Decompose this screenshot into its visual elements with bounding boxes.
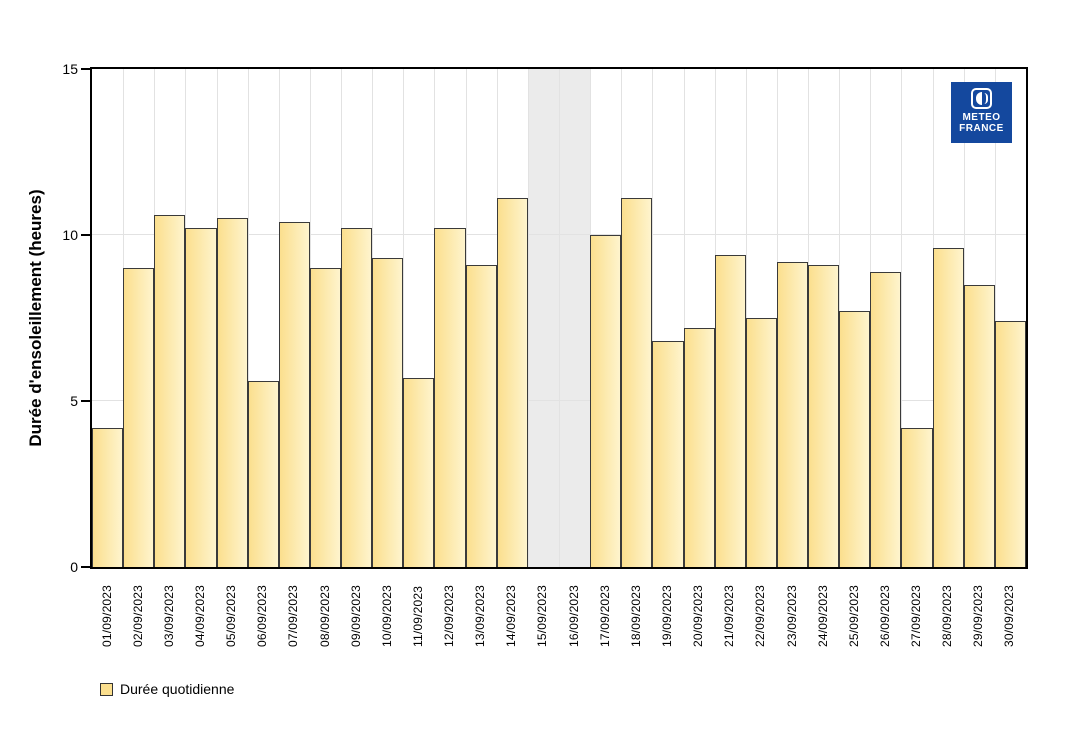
x-tick-label-11/09/2023: 11/09/2023 [410,585,425,647]
bar-04/09/2023 [185,228,217,567]
grid-line-vertical [652,69,654,567]
bar-06/09/2023 [247,381,279,567]
x-tick-label-25/09/2023: 25/09/2023 [846,584,861,647]
bar-10/09/2023 [372,258,404,567]
x-tick-label-20/09/2023: 20/09/2023 [691,584,706,647]
grid-line-vertical [559,69,560,567]
bar-29/09/2023 [963,284,995,567]
x-tick-label-15/09/2023: 15/09/2023 [535,584,550,647]
x-tick-label-23/09/2023: 23/09/2023 [784,584,799,647]
x-tick-label-29/09/2023: 29/09/2023 [971,584,986,647]
y-tick-label-0: 0 [70,559,78,575]
x-tick-label-21/09/2023: 21/09/2023 [722,584,737,647]
x-tick-label-14/09/2023: 14/09/2023 [504,584,519,647]
x-tick-label-13/09/2023: 13/09/2023 [473,584,488,647]
x-tick-label-17/09/2023: 17/09/2023 [597,584,612,647]
plot-area [90,67,1028,569]
x-tick-label-05/09/2023: 05/09/2023 [224,584,239,647]
x-tick-label-08/09/2023: 08/09/2023 [317,584,332,647]
x-tick-label-03/09/2023: 03/09/2023 [161,584,176,647]
x-tick-label-18/09/2023: 18/09/2023 [628,584,643,647]
bar-27/09/2023 [901,427,933,567]
x-tick-label-16/09/2023: 16/09/2023 [566,584,581,647]
bar-21/09/2023 [714,254,746,567]
bar-12/09/2023 [434,228,466,567]
bar-28/09/2023 [932,248,964,567]
x-tick-label-07/09/2023: 07/09/2023 [286,584,301,647]
y-tick-label-15: 15 [62,61,78,77]
bar-07/09/2023 [278,221,310,567]
legend-label: Durée quotidienne [120,681,235,697]
bar-05/09/2023 [216,218,248,567]
x-tick-label-26/09/2023: 26/09/2023 [877,584,892,647]
bar-25/09/2023 [839,311,871,567]
x-tick-label-02/09/2023: 02/09/2023 [130,584,145,647]
x-tick-label-24/09/2023: 24/09/2023 [815,584,830,647]
bar-22/09/2023 [745,318,777,567]
x-tick-label-12/09/2023: 12/09/2023 [442,584,457,647]
bar-26/09/2023 [870,271,902,567]
y-tick-mark [81,400,90,402]
logo-text-france: FRANCE [959,123,1004,134]
grid-line-vertical [683,69,685,567]
x-tick-label-27/09/2023: 27/09/2023 [909,584,924,647]
x-tick-label-30/09/2023: 30/09/2023 [1002,584,1017,647]
bar-30/09/2023 [994,321,1026,567]
bar-18/09/2023 [621,198,653,567]
meteo-france-logo: METEO FRANCE [951,82,1012,143]
x-tick-label-09/09/2023: 09/09/2023 [348,584,363,647]
bar-13/09/2023 [465,264,497,567]
bar-20/09/2023 [683,327,715,567]
x-tick-label-28/09/2023: 28/09/2023 [940,584,955,647]
bar-09/09/2023 [341,228,373,567]
bar-23/09/2023 [776,261,809,567]
bar-19/09/2023 [652,341,684,567]
y-tick-mark [81,234,90,236]
grid-line-vertical [403,69,405,567]
x-tick-label-22/09/2023: 22/09/2023 [753,584,768,647]
x-tick-label-01/09/2023: 01/09/2023 [99,584,114,647]
legend-swatch [100,682,113,696]
bar-17/09/2023 [590,235,622,567]
x-tick-label-19/09/2023: 19/09/2023 [659,584,674,647]
bar-14/09/2023 [496,198,528,567]
bar-03/09/2023 [154,215,186,567]
missing-data-band [527,69,591,567]
grid-line-horizontal [92,400,1026,401]
y-tick-label-10: 10 [62,227,78,243]
bar-02/09/2023 [123,268,155,567]
legend: Durée quotidienne [100,681,234,697]
bar-24/09/2023 [808,264,840,567]
y-tick-mark [81,566,90,568]
y-tick-mark [81,68,90,70]
bar-01/09/2023 [92,427,124,567]
x-tick-label-10/09/2023: 10/09/2023 [379,584,394,647]
grid-line-vertical [247,69,249,567]
grid-line-horizontal [92,234,1026,235]
x-tick-label-04/09/2023: 04/09/2023 [192,584,207,647]
x-tick-label-06/09/2023: 06/09/2023 [255,584,270,647]
y-tick-label-5: 5 [70,393,78,409]
grid-line-vertical [527,69,529,567]
bar-08/09/2023 [309,268,342,567]
logo-text-meteo: METEO [962,112,1001,123]
meteo-france-icon [971,88,992,109]
grid-line-vertical [994,69,996,567]
bar-11/09/2023 [403,377,435,567]
grid-line-vertical [901,69,903,567]
